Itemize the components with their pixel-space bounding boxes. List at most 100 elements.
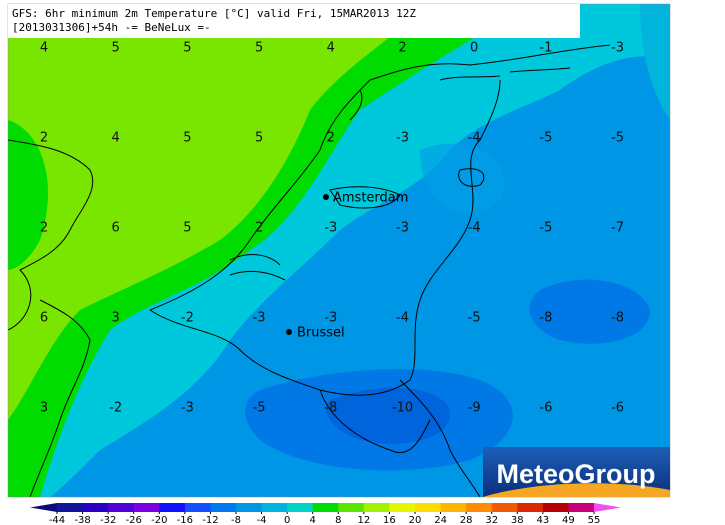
colorbar-segment xyxy=(389,503,416,512)
colorbar-label: 55 xyxy=(588,515,601,525)
colorbar-label: 16 xyxy=(383,515,396,525)
grid-value: 5 xyxy=(112,41,120,56)
colorbar-segment xyxy=(466,503,493,512)
colorbar-segment xyxy=(415,503,442,512)
colorbar-label: 32 xyxy=(485,515,498,525)
colorbar-label: -12 xyxy=(202,515,218,525)
grid-value: -3 xyxy=(324,221,337,236)
colorbar-label: -4 xyxy=(257,515,267,525)
colorbar-segment xyxy=(287,503,314,512)
grid-value: 4 xyxy=(40,41,48,56)
colorbar-label: -26 xyxy=(126,515,142,525)
colorbar-segment xyxy=(133,503,160,512)
header-line: [2013031306]+54h -= BeNeLux =- xyxy=(12,21,211,34)
grid-value: -7 xyxy=(611,221,624,236)
grid-value: 4 xyxy=(327,41,335,56)
grid-value: -1 xyxy=(539,41,552,56)
grid-value: -3 xyxy=(253,311,266,326)
colorbar-label: -16 xyxy=(177,515,193,525)
grid-value: -6 xyxy=(611,401,624,416)
colorbar-label: 12 xyxy=(357,515,370,525)
logo-text: MeteoGroup xyxy=(497,459,656,489)
colorbar-label: 20 xyxy=(409,515,422,525)
colorbar-segment xyxy=(517,503,544,512)
grid-value: 5 xyxy=(255,41,263,56)
colorbar-segment xyxy=(236,503,263,512)
colorbar-label: -8 xyxy=(231,515,241,525)
colorbar-segment xyxy=(440,503,467,512)
colorbar-segment xyxy=(57,503,84,512)
grid-value: 5 xyxy=(183,221,191,236)
colorbar-label: 4 xyxy=(310,515,316,525)
colorbar-label: 28 xyxy=(460,515,473,525)
colorbar-segment xyxy=(338,503,365,512)
logo-arc xyxy=(483,483,670,497)
city-marker xyxy=(286,329,292,335)
city-label: Amsterdam xyxy=(333,191,408,206)
colorbar-label: -32 xyxy=(100,515,116,525)
colorbar-label: 49 xyxy=(562,515,575,525)
grid-value: 4 xyxy=(112,131,120,146)
colorbar-segment xyxy=(363,503,390,512)
grid-value: -4 xyxy=(396,311,409,326)
grid-value: -3 xyxy=(396,221,409,236)
grid-value: -8 xyxy=(539,311,552,326)
grid-value: -5 xyxy=(253,401,266,416)
colorbar-segment xyxy=(542,503,569,512)
grid-value: 2 xyxy=(40,131,48,146)
grid-value: -3 xyxy=(396,131,409,146)
grid-value: 5 xyxy=(183,131,191,146)
colorbar-label: 43 xyxy=(536,515,549,525)
header-line: GFS: 6hr minimum 2m Temperature [°C] val… xyxy=(12,7,416,20)
grid-value: -9 xyxy=(468,401,481,416)
grid-value: 6 xyxy=(40,311,48,326)
colorbar-segment xyxy=(108,503,135,512)
colorbar-arrow xyxy=(594,503,621,512)
colorbar-label: 8 xyxy=(335,515,341,525)
grid-value: -3 xyxy=(324,311,337,326)
grid-value: -5 xyxy=(539,221,552,236)
grid-value: -3 xyxy=(611,41,624,56)
grid-value: -2 xyxy=(181,311,194,326)
grid-value: -5 xyxy=(539,131,552,146)
grid-value: 3 xyxy=(112,311,120,326)
grid-value: -8 xyxy=(611,311,624,326)
colorbar-segment xyxy=(159,503,186,512)
colorbar-label: -44 xyxy=(49,515,65,525)
colorbar-segment xyxy=(312,503,339,512)
temperature-field xyxy=(8,4,670,497)
colorbar-label: -38 xyxy=(74,515,90,525)
city-label: Brussel xyxy=(297,326,345,341)
grid-value: 3 xyxy=(40,401,48,416)
grid-value: 2 xyxy=(327,131,335,146)
colorbar-label: 0 xyxy=(284,515,290,525)
grid-value: 2 xyxy=(255,221,263,236)
colorbar-segment xyxy=(184,503,211,512)
logo: MeteoGroup xyxy=(483,447,670,497)
grid-values: 4 5 5 5 4 2 0 -1 -3 2 4 5 5 2 -3 -4 -5 -5 2 6 5 2 -3 -3 -4 -5 -7 6 3… xyxy=(40,41,624,416)
grid-value: -2 xyxy=(109,401,122,416)
grid-value: 5 xyxy=(183,41,191,56)
colorbar-arrow xyxy=(30,503,57,512)
grid-value: -5 xyxy=(468,311,481,326)
grid-value: -3 xyxy=(181,401,194,416)
grid-value: 5 xyxy=(255,131,263,146)
grid-value: -8 xyxy=(324,401,337,416)
grid-value: -10 xyxy=(392,401,413,416)
grid-value: -4 xyxy=(468,221,481,236)
grid-value: -5 xyxy=(611,131,624,146)
colorbar-segment xyxy=(568,503,595,512)
colorbar-segment xyxy=(210,503,237,512)
grid-value: -6 xyxy=(539,401,552,416)
colorbar-label: 24 xyxy=(434,515,447,525)
colorbar-segment xyxy=(261,503,288,512)
colorbar-label: -20 xyxy=(151,515,167,525)
colorbar-label: 38 xyxy=(511,515,524,525)
grid-value: 6 xyxy=(112,221,120,236)
grid-value: 2 xyxy=(40,221,48,236)
grid-value: 2 xyxy=(398,41,406,56)
grid-value: 0 xyxy=(470,41,478,56)
colorbar: -44 -38 -32 -26 -20 -16 -12 -8 -4 0 4 8 12 16 20 24 28 32… xyxy=(30,503,621,525)
colorbar-segment xyxy=(82,503,109,512)
